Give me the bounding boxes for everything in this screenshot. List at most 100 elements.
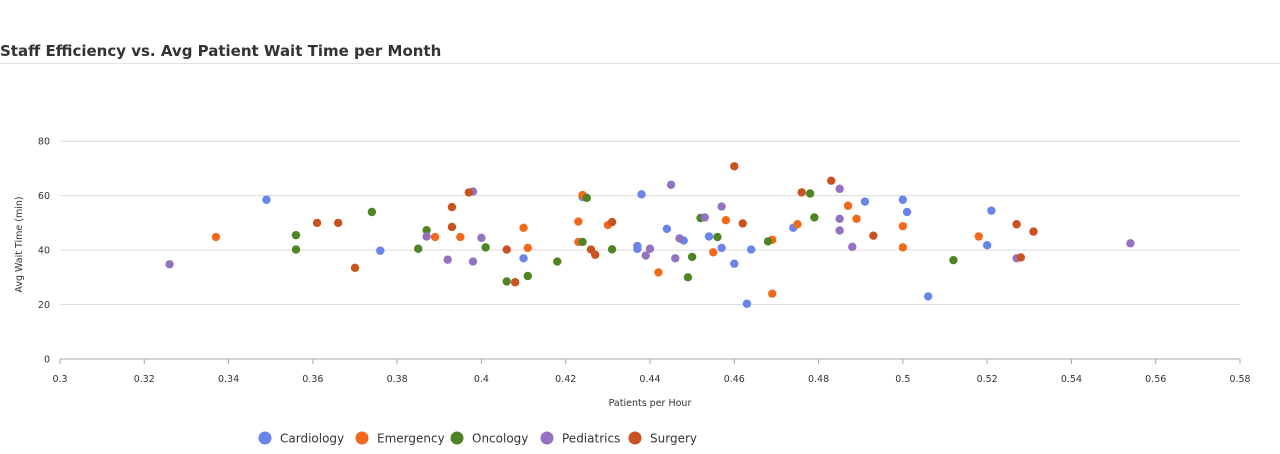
y-tick-label: 80 [38, 137, 50, 148]
data-point-cardiology [730, 259, 739, 268]
data-point-oncology [553, 257, 562, 266]
data-point-surgery [502, 245, 511, 254]
data-point-oncology [481, 243, 490, 252]
x-tick-label: 0.52 [977, 374, 998, 385]
x-tick-label: 0.36 [302, 374, 323, 385]
legend-marker-surgery [628, 431, 642, 445]
data-point-pediatrics [422, 232, 431, 241]
data-point-oncology [805, 189, 815, 198]
legend-label-cardiology: Cardiology [280, 432, 344, 446]
x-tick-label: 0.56 [1145, 374, 1166, 385]
data-point-pediatrics [666, 180, 676, 189]
data-point-emergency [211, 232, 221, 242]
legend-label-pediatrics: Pediatrics [562, 432, 620, 446]
data-point-emergency [430, 232, 440, 242]
data-point-emergency [974, 232, 983, 241]
data-point-oncology [687, 252, 697, 262]
data-point-cardiology [860, 197, 870, 206]
data-point-emergency [898, 243, 908, 252]
data-point-pediatrics [1126, 239, 1135, 248]
data-point-cardiology [376, 246, 385, 255]
data-point-oncology [683, 273, 693, 282]
x-tick-label: 0.42 [555, 374, 576, 385]
legend-marker-oncology [450, 431, 464, 445]
data-point-oncology [713, 232, 722, 242]
data-point-surgery [333, 218, 343, 228]
data-point-emergency [709, 248, 718, 257]
data-point-emergency [793, 220, 802, 229]
data-point-oncology [763, 237, 773, 246]
legend-label-surgery: Surgery [650, 432, 697, 446]
data-point-surgery [869, 231, 878, 240]
data-point-oncology [523, 271, 532, 281]
data-point-oncology [607, 245, 617, 254]
data-point-emergency [852, 214, 861, 224]
x-tick-label: 0.5 [895, 374, 910, 385]
legend-label-oncology: Oncology [472, 432, 528, 446]
x-tick-label: 0.32 [134, 374, 155, 385]
data-point-oncology [810, 213, 819, 222]
data-point-oncology [414, 244, 423, 253]
data-point-oncology [949, 255, 958, 265]
data-point-pediatrics [641, 251, 650, 260]
chart-title: Staff Efficiency vs. Avg Patient Wait Ti… [0, 42, 442, 60]
data-point-pediatrics [468, 257, 478, 266]
data-point-surgery [797, 188, 806, 197]
data-point-pediatrics [165, 260, 174, 269]
chart-header: Staff Efficiency vs. Avg Patient Wait Ti… [0, 0, 1280, 64]
data-point-emergency [519, 223, 528, 232]
data-point-surgery [591, 250, 600, 259]
x-axis-title: Patients per Hour [609, 398, 692, 409]
data-point-surgery [730, 162, 739, 171]
x-tick-label: 0.34 [218, 374, 239, 385]
data-point-oncology [367, 207, 377, 217]
data-point-surgery [350, 263, 360, 273]
data-point-emergency [721, 215, 731, 225]
data-point-cardiology [898, 195, 908, 204]
data-point-cardiology [637, 190, 646, 199]
data-point-pediatrics [675, 234, 684, 243]
data-point-cardiology [633, 241, 642, 251]
x-tick-label: 0.38 [387, 374, 408, 385]
data-point-surgery [827, 176, 836, 185]
data-point-oncology [291, 230, 301, 240]
x-tick-label: 0.4 [474, 374, 489, 385]
y-tick-label: 60 [38, 191, 50, 202]
data-point-surgery [447, 222, 457, 232]
data-point-emergency [456, 232, 465, 242]
x-tick-label: 0.48 [808, 374, 829, 385]
x-tick-label: 0.58 [1229, 374, 1250, 385]
data-point-oncology [422, 226, 431, 235]
data-point-surgery [1016, 253, 1026, 262]
data-point-surgery [738, 219, 747, 228]
data-point-cardiology [987, 206, 996, 215]
data-point-pediatrics [443, 255, 452, 264]
legend-label-emergency: Emergency [377, 432, 445, 446]
data-point-surgery [1029, 227, 1038, 236]
data-point-surgery [447, 202, 457, 212]
y-tick-label: 0 [44, 355, 50, 366]
x-tick-label: 0.44 [639, 374, 660, 385]
data-point-emergency [523, 243, 532, 253]
data-point-pediatrics [671, 254, 680, 263]
data-point-cardiology [704, 232, 714, 241]
data-point-oncology [291, 245, 301, 254]
data-point-pediatrics [835, 214, 844, 224]
y-tick-label: 20 [38, 300, 50, 311]
data-point-pediatrics [848, 242, 857, 252]
data-point-emergency [768, 289, 777, 298]
data-point-pediatrics [700, 213, 709, 222]
data-point-cardiology [902, 207, 912, 217]
data-point-surgery [312, 218, 322, 228]
data-point-cardiology [982, 241, 992, 250]
legend-marker-pediatrics [540, 431, 554, 445]
data-point-oncology [502, 277, 511, 286]
data-point-surgery [607, 217, 617, 227]
legend-marker-cardiology [258, 431, 272, 445]
data-point-cardiology [662, 224, 672, 234]
data-point-emergency [843, 201, 853, 210]
x-tick-label: 0.46 [724, 374, 745, 385]
data-point-surgery [1012, 220, 1021, 229]
data-point-pediatrics [835, 184, 844, 194]
